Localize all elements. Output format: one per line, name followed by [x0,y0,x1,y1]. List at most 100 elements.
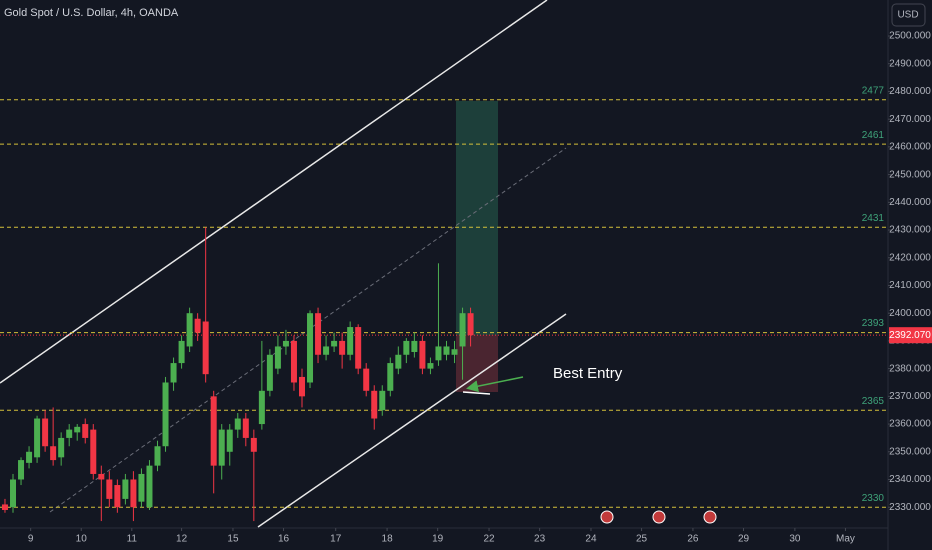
x-tick-label: 25 [636,534,648,545]
x-tick-label: 16 [278,534,290,545]
candle-body [371,390,378,419]
y-tick-label: 2370.000 [889,391,931,402]
candle-body [66,429,73,438]
candle-body [130,479,137,508]
currency-button[interactable] [891,3,926,27]
candle-body [1,504,8,510]
candle-body [427,363,434,369]
y-tick-label: 2500.000 [889,31,931,42]
y-tick-label: 2490.000 [889,58,931,69]
entry-mark [462,391,491,395]
candle-body [435,346,442,361]
candle-body [387,363,394,391]
candle-body [34,418,41,458]
event-icon[interactable] [703,510,717,524]
candle-body [226,429,233,452]
y-tick-label: 2470.000 [889,114,931,125]
y-tick-label: 2430.000 [889,225,931,236]
candle-body [170,363,177,383]
candle-body [395,354,402,369]
candle-body [282,340,289,347]
y-tick-label: 2340.000 [889,474,931,485]
level-label: 2461 [862,130,885,141]
candle-body [90,429,97,474]
event-icon[interactable] [652,510,666,524]
y-tick-label: 2440.000 [889,197,931,208]
x-tick-label: 9 [28,534,34,545]
y-tick-label: 2410.000 [889,280,931,291]
last-price-box [889,327,932,344]
x-tick-label: 24 [585,534,597,545]
candle-body [218,429,225,466]
candle-body [339,340,346,355]
candle-body [419,340,426,369]
y-tick-label: 2350.000 [889,446,931,457]
candle-body [98,473,105,480]
x-tick-label: 11 [127,534,138,545]
candle-body [74,426,81,433]
candle-body [347,327,354,355]
candle-body [114,485,121,508]
candle-body [242,418,249,438]
x-tick-label: 17 [330,534,342,545]
candle-body [50,446,57,461]
candle-body [58,437,65,458]
chart-title: Gold Spot / U.S. Dollar, 4h, OANDA [4,7,179,19]
candle-body [122,479,129,499]
candle-body [154,446,161,466]
candle-body [323,346,330,355]
candle-body [210,396,217,466]
x-tick-label: 12 [176,534,188,545]
candle-body [467,313,474,336]
x-tick-label: 19 [432,534,444,545]
plot-area: 2477 2461 2431 2393 2365 2330 Best Entry [0,0,888,528]
candle-body [26,451,33,463]
candle-body [194,318,201,333]
candle-body [363,368,370,391]
x-tick-label: 30 [789,534,801,545]
candle-body [443,346,450,355]
y-tick-label: 2420.000 [889,252,931,263]
level-label: 2330 [862,493,885,504]
candle-body [202,321,209,375]
channel-lower [257,313,567,528]
candle-body [451,349,458,355]
candle-body [274,346,281,369]
x-tick-label: 26 [687,534,699,545]
y-tick-label: 2330.000 [889,502,931,513]
candle-body [138,473,145,502]
y-tick-label: 2480.000 [889,86,931,97]
channel-upper [0,0,548,384]
last-price-label: 2392.070 [889,330,931,341]
candle-body [331,340,338,347]
candle-body [186,313,193,347]
x-tick-label: 10 [76,534,88,545]
candle-body [298,376,305,397]
candle-body [290,340,297,383]
event-icon[interactable] [600,510,614,524]
x-tick-label: May [836,534,855,545]
x-tick-label: 22 [483,534,495,545]
event-icons [600,510,717,524]
candle-body [355,327,362,369]
candle-body [307,313,314,383]
candle-body [146,465,153,508]
currency[interactable]: USD [897,10,918,21]
candle-body [403,340,410,355]
x-tick-label: 29 [738,534,750,545]
level-label: 2393 [862,318,885,329]
x-tick-label: 23 [534,534,546,545]
candle-body [315,313,322,355]
candle-body [162,382,169,447]
x-tick-label: 18 [382,534,394,545]
candle-body [258,390,265,425]
x-tick-label: 15 [227,534,239,545]
y-tick-label: 2360.000 [889,419,931,430]
candle-body [42,418,49,447]
candle-body [459,313,466,347]
candle-body [234,418,241,430]
level-label: 2365 [862,396,885,407]
y-tick-label: 2450.000 [889,169,931,180]
arrow [466,376,524,393]
